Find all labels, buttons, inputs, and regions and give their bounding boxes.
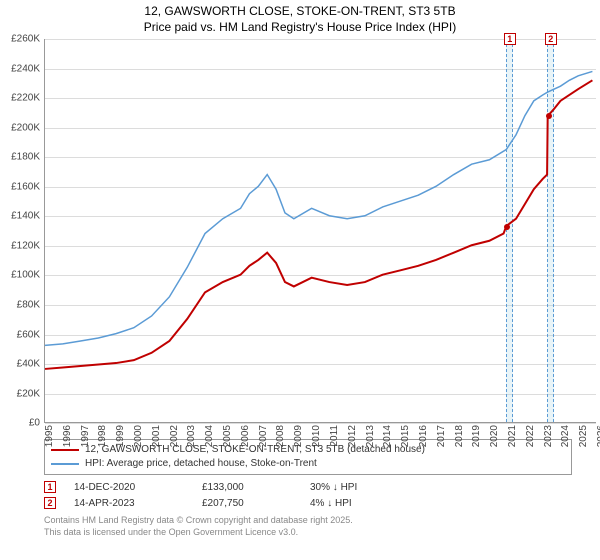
legend-swatch-blue [51,463,79,465]
plot-region: 12 [44,39,596,423]
x-tick-label: 2018 [454,425,465,447]
tx-date: 14-DEC-2020 [74,482,184,493]
marker-box: 2 [545,33,557,45]
x-tick-label: 2002 [169,425,180,447]
x-tick-label: 2020 [489,425,500,447]
tx-price: £207,750 [202,498,292,509]
tx-marker: 2 [44,497,56,509]
y-tick-label: £240K [0,63,40,74]
x-tick-label: 1995 [44,425,55,447]
x-tick-label: 2013 [365,425,376,447]
footer-line-1: Contains HM Land Registry data © Crown c… [44,515,592,527]
transaction-row: 1 14-DEC-2020 £133,000 30% ↓ HPI [44,479,592,495]
y-tick-label: £220K [0,93,40,104]
x-tick-label: 2003 [186,425,197,447]
x-tick-label: 2004 [204,425,215,447]
x-tick-label: 2012 [347,425,358,447]
y-tick-label: £200K [0,122,40,133]
x-tick-label: 2009 [293,425,304,447]
x-tick-label: 2025 [578,425,589,447]
legend-label-blue: HPI: Average price, detached house, Stok… [85,457,317,471]
y-tick-label: £100K [0,270,40,281]
x-tick-label: 2011 [329,425,340,447]
footer: Contains HM Land Registry data © Crown c… [44,515,592,538]
x-tick-label: 2017 [436,425,447,447]
footer-line-2: This data is licensed under the Open Gov… [44,527,592,539]
y-tick-label: £160K [0,181,40,192]
tx-marker: 1 [44,481,56,493]
transaction-table: 1 14-DEC-2020 £133,000 30% ↓ HPI 2 14-APR-202… [44,479,592,511]
x-tick-label: 2006 [240,425,251,447]
y-tick-label: £180K [0,152,40,163]
x-tick-label: 1999 [115,425,126,447]
x-tick-label: 1998 [97,425,108,447]
x-tick-label: 1996 [62,425,73,447]
y-tick-label: £120K [0,240,40,251]
title-line-1: 12, GAWSWORTH CLOSE, STOKE-ON-TRENT, ST3… [8,4,592,20]
tx-diff: 4% ↓ HPI [310,498,400,509]
marker-box: 1 [504,33,516,45]
legend-swatch-red [51,449,79,451]
x-tick-label: 2015 [400,425,411,447]
marker-dot [504,224,510,230]
x-tick-label: 2021 [507,425,518,447]
x-tick-label: 2000 [133,425,144,447]
legend-row-red: 12, GAWSWORTH CLOSE, STOKE-ON-TRENT, ST3… [51,443,565,457]
y-tick-label: £140K [0,211,40,222]
x-tick-label: 2023 [543,425,554,447]
series-line-blue [45,72,592,346]
x-tick-label: 1997 [80,425,91,447]
x-tick-label: 2008 [275,425,286,447]
x-tick-label: 2022 [525,425,536,447]
transaction-row: 2 14-APR-2023 £207,750 4% ↓ HPI [44,495,592,511]
y-tick-label: £20K [0,388,40,399]
tx-price: £133,000 [202,482,292,493]
series-line-red [45,80,592,369]
y-tick-label: £260K [0,34,40,45]
y-tick-label: £80K [0,300,40,311]
y-tick-label: £0 [0,418,40,429]
y-tick-label: £60K [0,329,40,340]
x-tick-label: 2005 [222,425,233,447]
y-tick-label: £40K [0,359,40,370]
tx-diff: 30% ↓ HPI [310,482,400,493]
tx-date: 14-APR-2023 [74,498,184,509]
chart-area: £0£20K£40K£60K£80K£100K£120K£140K£160K£1… [36,39,596,437]
x-tick-label: 2016 [418,425,429,447]
x-tick-label: 2024 [560,425,571,447]
marker-dot [546,113,552,119]
x-tick-label: 2026 [596,425,600,447]
x-tick-label: 2007 [258,425,269,447]
x-tick-label: 2010 [311,425,322,447]
chart-title: 12, GAWSWORTH CLOSE, STOKE-ON-TRENT, ST3… [8,4,592,35]
x-tick-label: 2001 [151,425,162,447]
legend-row-blue: HPI: Average price, detached house, Stok… [51,457,565,471]
x-tick-label: 2019 [471,425,482,447]
x-tick-label: 2014 [382,425,393,447]
